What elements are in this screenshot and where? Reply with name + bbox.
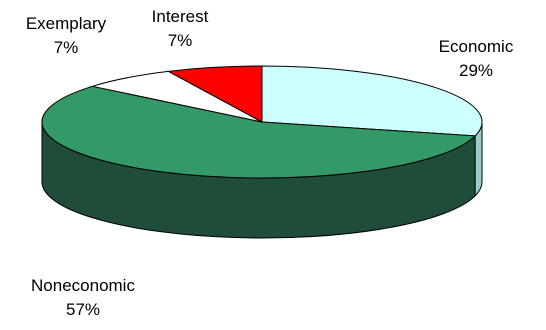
slice-label-noneconomic: Noneconomic <box>31 276 135 295</box>
pie-labels: Economic 29% Noneconomic 57% Exemplary 7% Inte… <box>26 7 514 319</box>
pie-tops <box>41 65 483 179</box>
slice-label-exemplary: Exemplary <box>26 14 107 33</box>
slice-percent-noneconomic: 57% <box>66 300 100 319</box>
pie-slice-interest <box>166 65 263 123</box>
slice-percent-interest: 7% <box>168 31 193 50</box>
slice-percent-economic: 29% <box>459 61 493 80</box>
pie-slice-noneconomic <box>41 85 477 179</box>
pie-slice-economic <box>261 65 483 137</box>
slice-label-interest: Interest <box>152 7 209 26</box>
slice-label-economic: Economic <box>439 37 514 56</box>
slice-percent-exemplary: 7% <box>54 38 79 57</box>
